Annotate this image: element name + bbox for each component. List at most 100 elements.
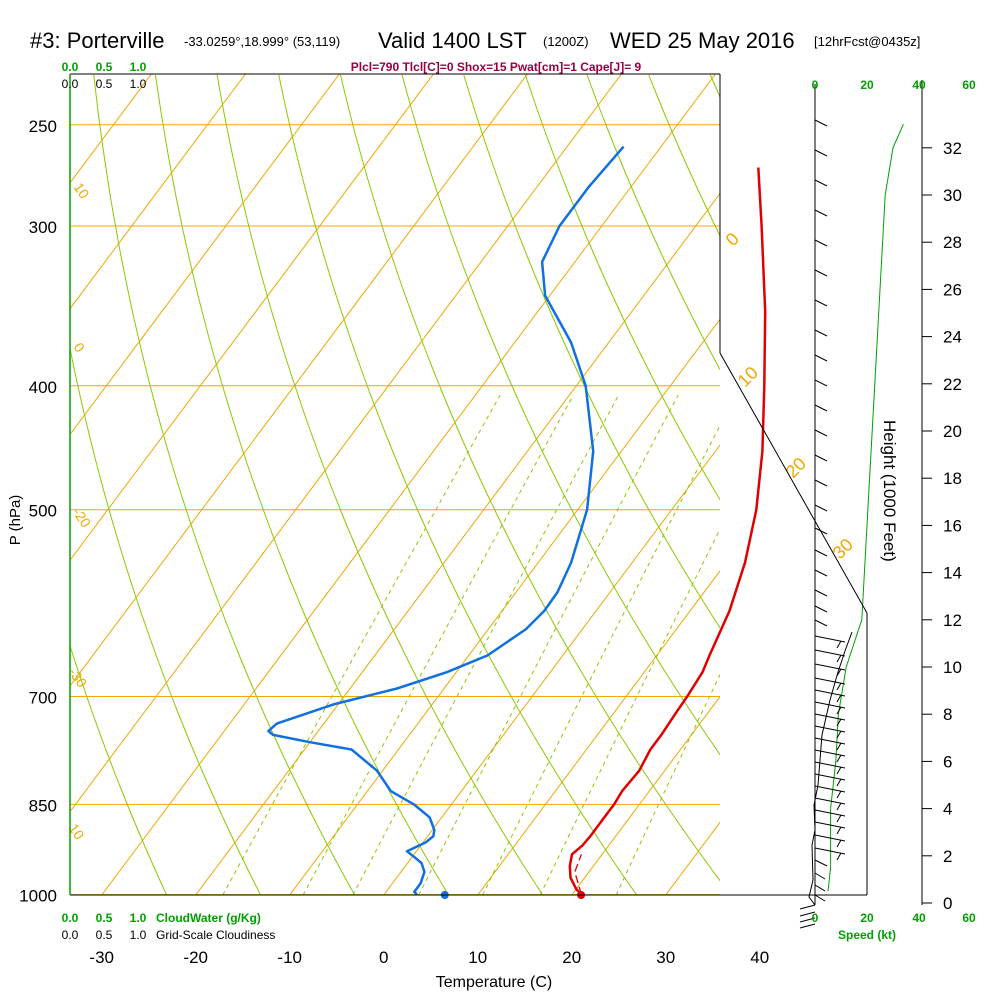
stability-indices: Plcl=790 Tlcl[C]=0 Shox=15 Pwat[cm]=1 Ca… [351, 60, 642, 74]
wind-barb-feather [836, 754, 842, 763]
mixing-ratio-label: 5 [398, 901, 415, 917]
dewpoint-line [267, 145, 625, 896]
wind-barb [814, 689, 846, 697]
cloudiness-scale-bottom: 1.0 [130, 928, 147, 942]
dry-adiabat-line [70, 345, 262, 895]
temperature-line [568, 167, 767, 896]
isotherm-line [477, 570, 720, 895]
site-coords: -33.0259°,18.999° (53,119) [184, 34, 341, 49]
mixing-ratio-line [615, 673, 720, 895]
dry-adiabat-line [155, 74, 450, 895]
isotherm-label: 10 [71, 180, 93, 202]
wind-barb-feather [836, 766, 842, 775]
wind-barb-feather [836, 706, 842, 715]
isotherm-line [70, 74, 528, 687]
height-tick-label: 4 [943, 800, 952, 819]
wind-barb [799, 911, 816, 917]
site-title: #3: Porterville [30, 28, 165, 53]
cloud-water-scale-bottom: 1.0 [130, 911, 147, 925]
dry-adiabat-line [340, 74, 720, 882]
isotherm-line [571, 695, 720, 895]
height-tick-label: 32 [943, 139, 962, 158]
wind-barb [814, 847, 846, 855]
cloudiness-scale-top: 0.5 [96, 77, 113, 91]
height-tick-label: 28 [943, 233, 962, 252]
dry-adiabat-line [586, 74, 720, 371]
wind-barb [814, 149, 828, 157]
wind-barb-feather [836, 778, 842, 787]
wind-barb [814, 713, 846, 721]
temperature-tick-label: 0 [379, 948, 388, 967]
wind-barb [814, 239, 828, 247]
isotherm-label: 10 [66, 821, 88, 843]
wind-barb [814, 479, 828, 487]
wind-barb [799, 917, 816, 923]
isotherm-line [289, 318, 720, 895]
wind-panel [799, 84, 904, 929]
wind-barb [814, 859, 828, 867]
wind-barb [814, 454, 828, 462]
wind-barb-feather [836, 790, 842, 799]
cloud-water-scale-bottom: 0.5 [96, 911, 113, 925]
speed-tick-top: 20 [860, 78, 874, 92]
isotherm-label: 0 [71, 340, 89, 356]
wind-barb-feather [836, 694, 842, 703]
wind-barb [814, 504, 828, 512]
pressure-tick-label: 250 [29, 117, 57, 136]
wind-barb [814, 649, 846, 657]
wind-barb [814, 761, 846, 769]
wind-barb [814, 619, 828, 627]
wind-barb [814, 179, 828, 187]
temperature-tick-label: 40 [750, 948, 769, 967]
height-tick-label: 22 [943, 375, 962, 394]
wind-barb [814, 785, 846, 793]
pressure-tick-label: 1000 [19, 887, 57, 906]
wind-barb [814, 894, 826, 902]
wind-barb [814, 354, 828, 362]
wind-barb [814, 737, 846, 745]
cloud-water-scale-top: 0.5 [96, 60, 113, 74]
wind-barb-feather [836, 802, 842, 811]
dry-adiabat-line [524, 74, 720, 501]
mixing-ratio-line [482, 424, 720, 895]
wind-barb-feather [836, 640, 842, 649]
speed-axis-label: Speed (kt) [838, 928, 896, 942]
temperature-tick-label: -30 [89, 948, 114, 967]
forecast-tag: [12hrFcst@0435z] [814, 34, 921, 49]
isotherm-line [195, 192, 720, 895]
height-tick-label: 30 [943, 186, 962, 205]
wind-barb [814, 119, 828, 127]
wind-barb [814, 809, 846, 817]
valid-time: Valid 1400 LST [378, 28, 527, 53]
wind-barb [814, 872, 826, 880]
wind-barb [814, 635, 846, 643]
cloud-water-scale-top: 0.0 [62, 60, 79, 74]
mixing-ratio-label: 2 [282, 901, 299, 917]
mixing-ratio-label: 20 [596, 895, 618, 917]
cloudiness-label: Grid-Scale Cloudiness [156, 928, 275, 942]
wind-barb [814, 725, 846, 733]
speed-tick-top: 60 [962, 78, 976, 92]
height-tick-label: 8 [943, 705, 952, 724]
wind-barb-feather [836, 852, 842, 861]
wind-barb [814, 677, 846, 685]
wind-barb [814, 404, 828, 412]
dry-adiabat-line [648, 74, 720, 237]
pressure-tick-label: 500 [29, 502, 57, 521]
speed-tick-bottom: 0 [812, 911, 819, 925]
wind-barb-feather [836, 839, 842, 848]
y-axis-label: P (hPa) [7, 495, 24, 546]
dry-adiabat-line [401, 74, 720, 756]
wind-barb [814, 797, 846, 805]
mixing-ratio-label: 3 [332, 901, 349, 917]
wind-speed-line [827, 123, 904, 892]
wind-barb [814, 589, 828, 597]
isotherm-line [383, 444, 720, 895]
isotherm-line [101, 74, 716, 895]
wind-profile-line [808, 631, 853, 906]
cloudiness-scale-bottom: 0.5 [96, 928, 113, 942]
height-tick-label: 14 [943, 564, 962, 583]
cloudiness-scale-top: 1.0 [130, 77, 147, 91]
temperature-tick-label: -20 [183, 948, 208, 967]
wind-barb [814, 569, 828, 577]
